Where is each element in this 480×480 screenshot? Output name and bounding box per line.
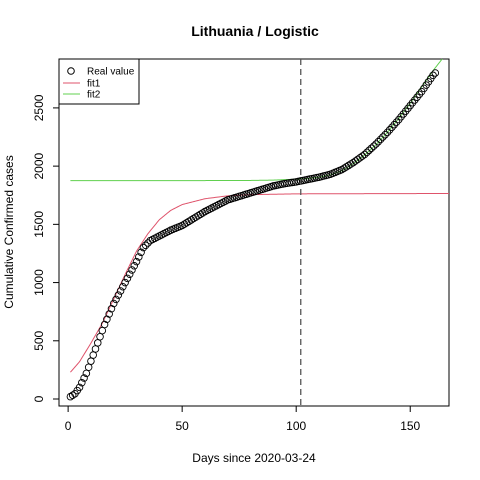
y-tick-label: 1500 bbox=[32, 211, 46, 238]
legend-fit1-label: fit1 bbox=[87, 79, 101, 90]
y-tick-label: 2000 bbox=[32, 152, 46, 179]
y-axis-label: Cumulative Confirmed cases bbox=[2, 155, 16, 308]
x-axis-label: Days since 2020-03-24 bbox=[192, 451, 316, 465]
y-tick-label: 1000 bbox=[32, 269, 46, 296]
y-tick-label: 500 bbox=[32, 330, 46, 350]
y-tick-label: 0 bbox=[32, 395, 46, 402]
legend-fit2-label: fit2 bbox=[87, 90, 101, 101]
x-tick-label: 50 bbox=[175, 419, 189, 433]
x-tick-label: 100 bbox=[286, 419, 306, 433]
x-tick-label: 0 bbox=[65, 419, 72, 433]
y-tick-label: 2500 bbox=[32, 94, 46, 121]
legend: Real value fit1 fit2 bbox=[59, 59, 139, 104]
legend-real-value-label: Real value bbox=[87, 67, 135, 78]
chart-title: Lithuania / Logistic bbox=[191, 23, 319, 39]
x-tick-label: 150 bbox=[400, 419, 420, 433]
